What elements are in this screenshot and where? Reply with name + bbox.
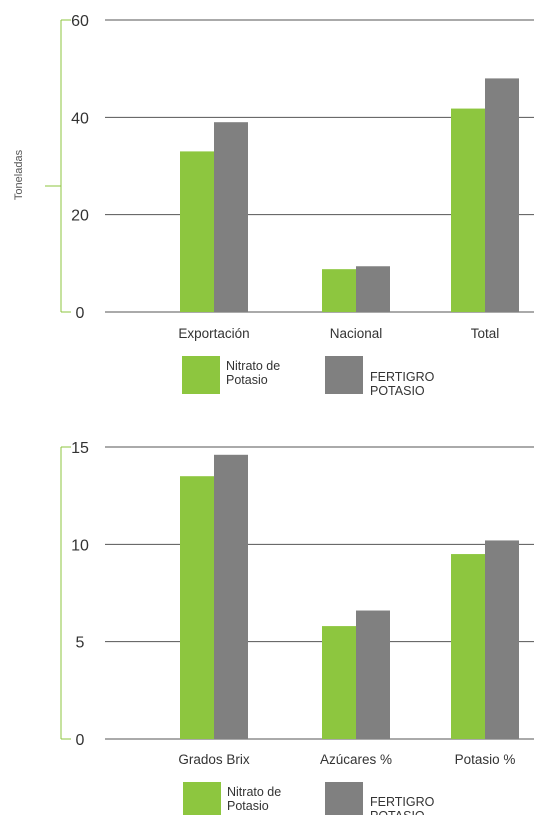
legend-swatch [325,782,363,815]
chart-2: 0 5 10 15 Grados Brix Azúcares % Potasio % Nitr… [60,440,534,815]
legend-label: Nitrato de Potasio [226,359,280,387]
y-tick-label: 60 [71,13,89,30]
bar-nitrato [180,151,214,312]
bar-nitrato [322,626,356,739]
x-category-label: Azúcares % [320,752,392,767]
legend-label-line: FERTIGRO [370,370,435,384]
y-tick-label: 40 [71,110,89,127]
legend-swatch [183,782,221,815]
legend-label-line: Nitrato de [227,785,281,799]
y-tick-label: 20 [71,208,89,225]
legend-label-line: POTASIO [370,809,425,815]
bar-nitrato [180,476,214,739]
legend-label-line: Potasio [226,373,268,387]
bar-nitrato [451,108,485,312]
legend-label: Nitrato de Potasio [227,785,281,813]
bar-fertigro [214,122,248,312]
legend-swatch [325,356,363,394]
legend-label-line: Potasio [227,799,269,813]
legend-label-line: FERTIGRO [370,795,435,809]
legend-label-line: POTASIO [370,384,425,398]
bar-fertigro [356,610,390,739]
x-category-label: Grados Brix [178,752,250,767]
bar-fertigro [214,454,248,739]
bar-nitrato [451,554,485,739]
legend-label-line: Nitrato de [226,359,280,373]
bar-fertigro [485,78,519,313]
x-category-label: Potasio % [455,752,516,767]
x-category-label: Exportación [178,326,249,341]
x-category-label: Total [471,326,500,341]
legend-swatch [182,356,220,394]
y-tick-label: 0 [76,732,85,749]
x-category-label: Nacional [330,326,383,341]
bar-fertigro [485,540,519,739]
chart-1: Toneladas 0 20 40 60 Exportación Nacional Total… [13,13,534,398]
bar-fertigro [356,266,390,312]
bar-nitrato [322,269,356,312]
y-tick-label: 15 [71,440,89,457]
y-tick-label: 0 [76,305,85,322]
y-axis-title: Toneladas [13,149,25,200]
y-tick-label: 5 [76,635,85,652]
y-tick-label: 10 [71,537,89,554]
